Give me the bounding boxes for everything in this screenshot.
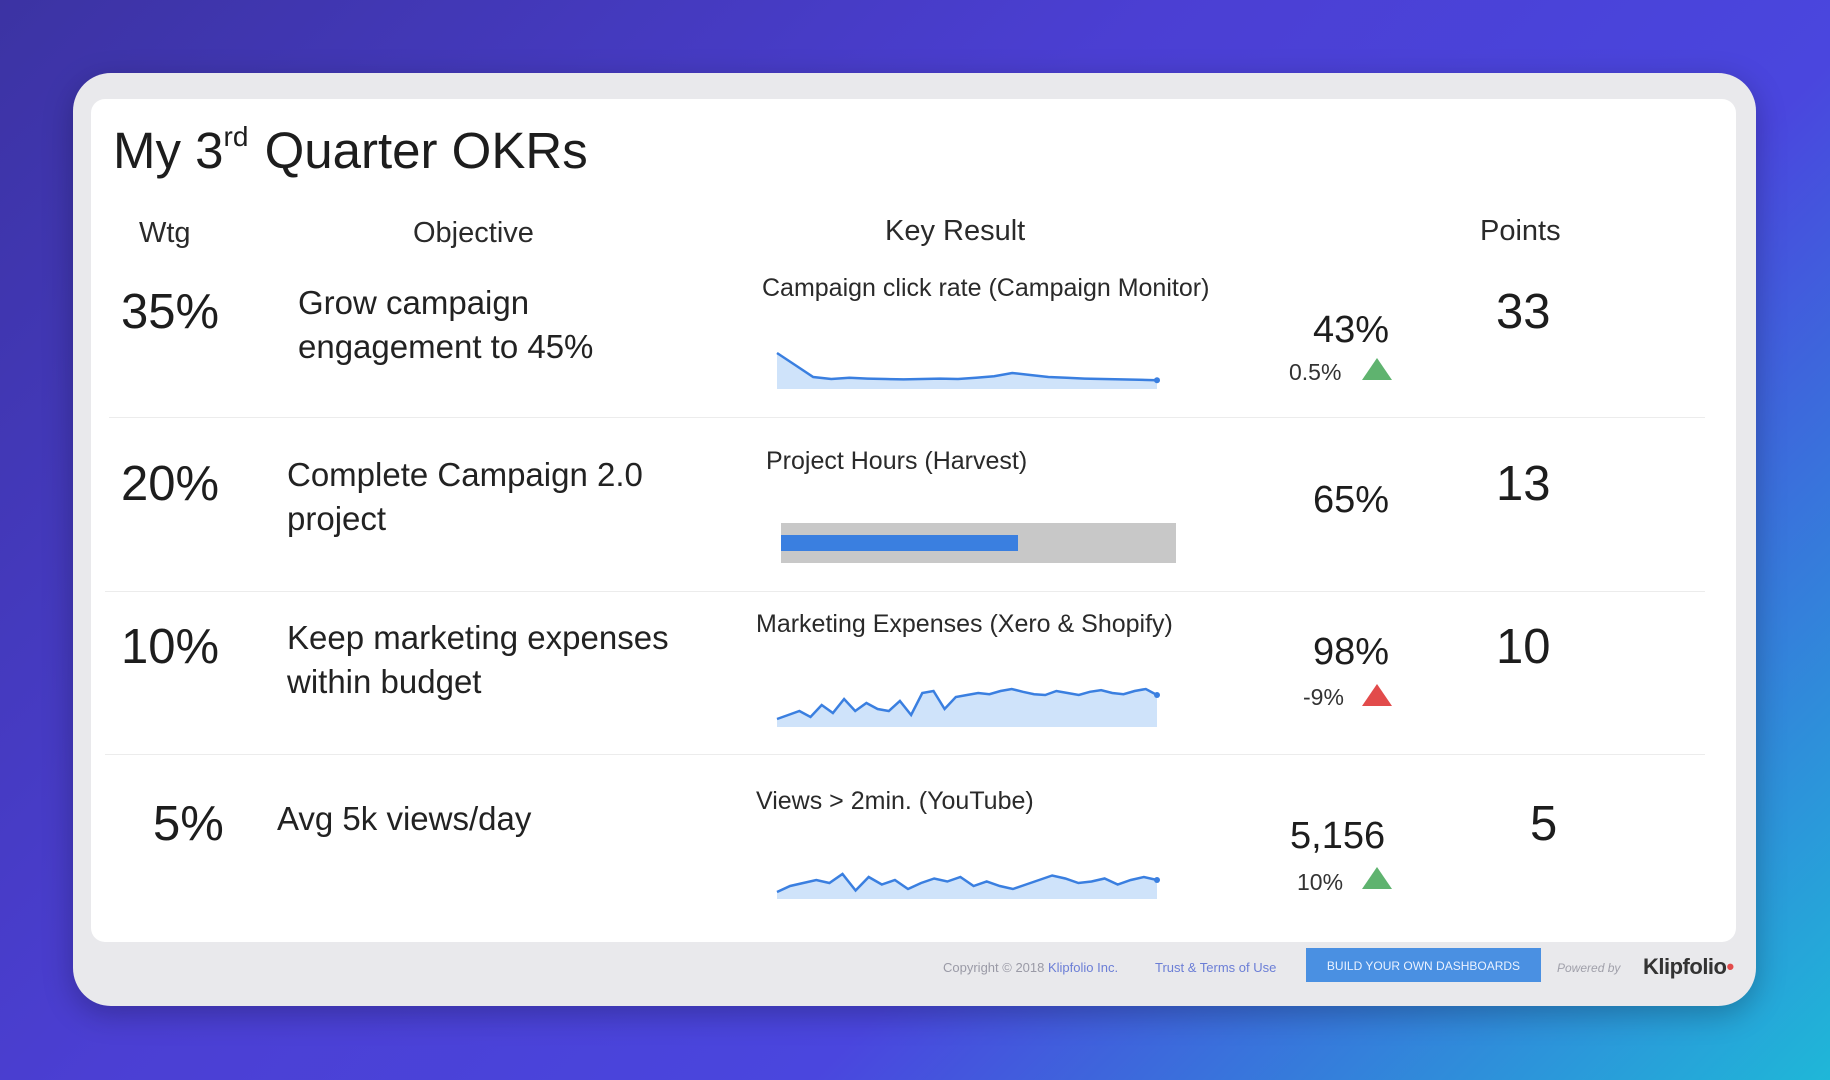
sparkline-end-point [1154, 877, 1160, 883]
sparkline-area [777, 353, 1157, 389]
row-value: 43% [1313, 309, 1390, 351]
row-objective: Keep marketing expenses within budget [287, 619, 669, 700]
row-divider [109, 417, 1705, 418]
dashboard-card: My 3rd Quarter OKRs Wtg Objective Key Re… [73, 73, 1756, 1006]
copyright-text: Copyright © 2018 Klipfolio Inc. [943, 960, 1119, 975]
row-divider [105, 754, 1705, 755]
powered-by-label: Powered by [1557, 961, 1621, 975]
row-weight: 5% [153, 797, 224, 851]
row-objective: Complete Campaign 2.0 project [287, 456, 643, 537]
row-value: 65% [1313, 479, 1390, 521]
progress-bar-fill [781, 535, 1018, 551]
sparkline-chart [776, 872, 1160, 899]
row-key-result-name: Views > 2min. (YouTube) [756, 787, 1034, 815]
okr-panel: My 3rd Quarter OKRs Wtg Objective Key Re… [91, 99, 1736, 942]
row-divider [105, 591, 1705, 592]
row-weight: 10% [121, 620, 220, 674]
row-key-result-name: Marketing Expenses (Xero & Shopify) [756, 610, 1173, 638]
row-weight: 20% [121, 457, 220, 511]
sparkline-line [776, 687, 1158, 721]
row-objective: Grow campaign engagement to 45% [298, 284, 594, 365]
header-key-result: Key Result [885, 215, 1026, 247]
row-change: -9% [1303, 684, 1344, 710]
sparkline-end-point [1154, 377, 1160, 384]
sparkline-chart [776, 687, 1160, 727]
trend-up-alert-icon [1362, 684, 1392, 706]
sparkline-line [776, 351, 1158, 382]
sparkline-chart [776, 351, 1160, 389]
row-points: 33 [1496, 285, 1551, 339]
build-dashboards-button[interactable]: BUILD YOUR OWN DASHBOARDS [1306, 948, 1541, 982]
row-change: 0.5% [1289, 359, 1342, 385]
row-points: 10 [1496, 620, 1551, 674]
row-weight: 35% [121, 285, 220, 339]
trust-terms-link[interactable]: Trust & Terms of Use [1155, 960, 1277, 975]
sparkline-line [776, 872, 1158, 894]
row-value: 98% [1313, 631, 1390, 673]
row-points: 13 [1496, 457, 1551, 511]
klipfolio-logo[interactable]: Klipfolio• [1643, 954, 1734, 979]
trend-up-icon [1362, 358, 1392, 380]
row-objective: Avg 5k views/day [277, 800, 532, 837]
row-key-result-name: Project Hours (Harvest) [766, 447, 1028, 475]
row-change: 10% [1297, 869, 1344, 895]
trend-up-icon [1362, 867, 1392, 889]
row-key-result-name: Campaign click rate (Campaign Monitor) [762, 274, 1210, 302]
sparkline-area [777, 874, 1157, 899]
header-objective: Objective [413, 217, 534, 249]
footer-bar: Copyright © 2018 Klipfolio Inc. Trust & … [73, 946, 1756, 996]
row-value: 5,156 [1290, 815, 1386, 857]
page-title: My 3rd Quarter OKRs [113, 121, 588, 179]
klipfolio-link[interactable]: Klipfolio Inc. [1047, 960, 1119, 975]
header-points: Points [1480, 215, 1561, 247]
header-wtg: Wtg [139, 217, 191, 249]
sparkline-end-point [1154, 692, 1160, 698]
row-points: 5 [1530, 797, 1558, 851]
sparkline-area [777, 689, 1157, 727]
